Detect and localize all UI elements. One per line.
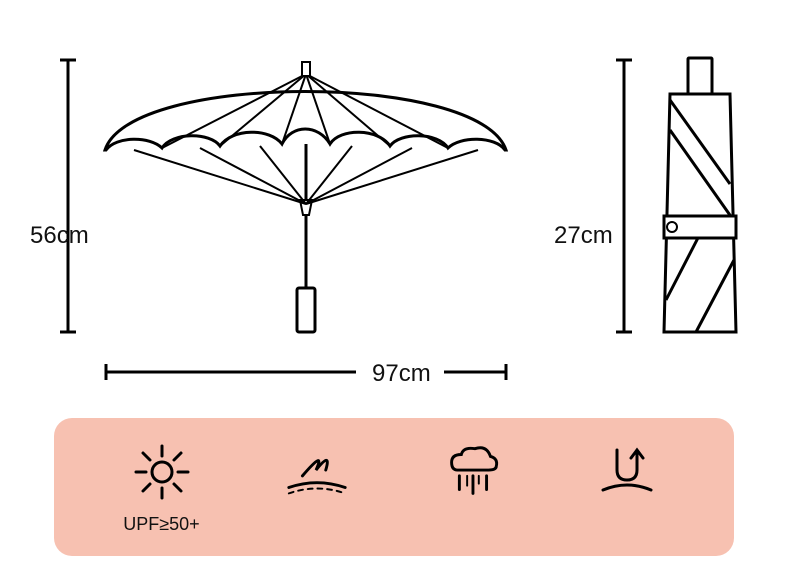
dimension-diagram: 56cm 97cm 27cm [0,0,790,414]
wind-icon [283,438,351,506]
open-height-label: 56cm [30,222,89,250]
height-bracket [60,60,76,332]
folded-height-label: 27cm [554,222,613,250]
feature-uv [549,438,704,536]
rain-cloud-icon [438,438,506,506]
feature-sun-label: UPF≥50+ [123,514,199,536]
folded-umbrella [664,58,736,332]
open-width-label: 97cm [372,360,431,388]
sun-icon [128,438,196,506]
feature-rainproof [394,438,549,536]
width-bracket [106,364,506,380]
open-umbrella [105,62,506,332]
feature-sun: UPF≥50+ [84,438,239,536]
umbrella-diagram-svg [0,0,790,414]
folded-bracket [616,60,632,332]
features-bar: UPF≥50+ [54,418,734,556]
feature-windproof [239,438,394,536]
bounce-arrow-icon [593,438,661,506]
